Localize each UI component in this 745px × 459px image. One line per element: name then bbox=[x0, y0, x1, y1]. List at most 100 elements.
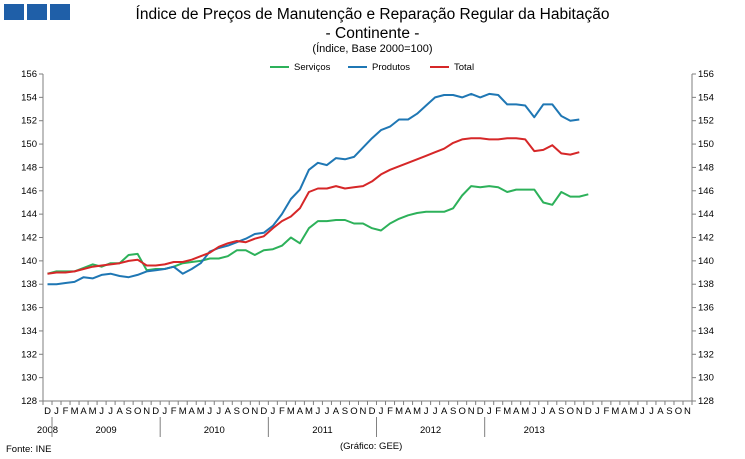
y-tick-label-right: 146 bbox=[698, 186, 714, 197]
x-month-label: D bbox=[477, 406, 484, 417]
chart-title: Índice de Preços de Manutenção e Reparaç… bbox=[135, 6, 610, 23]
x-month-label: N bbox=[684, 406, 691, 417]
x-year-label: 2013 bbox=[524, 425, 545, 436]
x-month-label: J bbox=[162, 406, 167, 417]
x-month-label: S bbox=[450, 406, 456, 417]
x-month-label: D bbox=[152, 406, 159, 417]
x-month-label: J bbox=[54, 406, 59, 417]
y-tick-label-right: 132 bbox=[698, 349, 714, 360]
x-month-label: A bbox=[189, 406, 196, 417]
x-month-label: A bbox=[297, 406, 304, 417]
x-month-label: J bbox=[325, 406, 330, 417]
x-month-label: S bbox=[342, 406, 348, 417]
x-month-label: J bbox=[216, 406, 221, 417]
y-tick-label-right: 144 bbox=[698, 209, 714, 220]
x-month-label: J bbox=[649, 406, 654, 417]
series-line-total bbox=[47, 137, 580, 275]
x-month-label: O bbox=[134, 406, 141, 417]
y-tick-label-right: 136 bbox=[698, 303, 714, 314]
legend-label: Produtos bbox=[372, 62, 410, 73]
credit-note: (Gráfico: GEE) bbox=[340, 441, 403, 452]
x-month-label: F bbox=[63, 406, 69, 417]
y-tick-label-left: 148 bbox=[21, 162, 37, 173]
x-month-label: N bbox=[143, 406, 150, 417]
y-tick-label-left: 134 bbox=[21, 326, 37, 337]
x-month-label: M bbox=[197, 406, 205, 417]
source-note: Fonte: INE bbox=[6, 444, 52, 455]
y-tick-label-left: 138 bbox=[21, 279, 37, 290]
y-tick-label-right: 142 bbox=[698, 233, 714, 244]
x-month-label: J bbox=[487, 406, 492, 417]
series-line-servios bbox=[47, 185, 589, 275]
x-month-label: O bbox=[458, 406, 465, 417]
x-month-label: J bbox=[379, 406, 384, 417]
y-tick-label-right: 128 bbox=[698, 396, 714, 407]
x-month-label: M bbox=[629, 406, 637, 417]
logo bbox=[4, 4, 70, 20]
y-tick-label-left: 140 bbox=[21, 256, 37, 267]
x-month-label: F bbox=[603, 406, 609, 417]
x-month-label: N bbox=[576, 406, 583, 417]
x-month-label: O bbox=[675, 406, 682, 417]
x-month-label: J bbox=[270, 406, 275, 417]
y-tick-label-left: 144 bbox=[21, 209, 37, 220]
x-year-label: 2012 bbox=[420, 425, 441, 436]
x-year-label: 2010 bbox=[204, 425, 225, 436]
x-month-label: A bbox=[80, 406, 87, 417]
x-month-label: N bbox=[251, 406, 258, 417]
x-month-label: O bbox=[567, 406, 574, 417]
x-month-label: A bbox=[657, 406, 664, 417]
x-month-label: M bbox=[611, 406, 619, 417]
x-month-label: J bbox=[541, 406, 546, 417]
x-month-label: D bbox=[260, 406, 267, 417]
x-month-label: J bbox=[433, 406, 438, 417]
x-month-label: M bbox=[89, 406, 97, 417]
x-month-label: J bbox=[424, 406, 429, 417]
y-tick-label-right: 150 bbox=[698, 139, 714, 150]
x-month-label: A bbox=[441, 406, 448, 417]
x-month-label: J bbox=[640, 406, 645, 417]
x-month-label: M bbox=[71, 406, 79, 417]
x-year-label: 2008 bbox=[37, 425, 58, 436]
x-month-label: M bbox=[287, 406, 295, 417]
x-month-label: A bbox=[621, 406, 628, 417]
chart-subtitle: - Continente - bbox=[325, 25, 420, 42]
x-month-label: M bbox=[179, 406, 187, 417]
chart-note: (Índice, Base 2000=100) bbox=[312, 43, 433, 55]
x-month-label: S bbox=[234, 406, 240, 417]
y-tick-label-left: 132 bbox=[21, 349, 37, 360]
y-tick-label-left: 128 bbox=[21, 396, 37, 407]
y-tick-label-left: 146 bbox=[21, 186, 37, 197]
x-month-label: J bbox=[595, 406, 600, 417]
x-month-label: S bbox=[558, 406, 564, 417]
x-month-label: N bbox=[468, 406, 475, 417]
x-month-label: A bbox=[405, 406, 412, 417]
y-tick-label-right: 130 bbox=[698, 373, 714, 384]
x-month-label: A bbox=[333, 406, 340, 417]
x-month-label: D bbox=[369, 406, 376, 417]
y-tick-label-right: 152 bbox=[698, 116, 714, 127]
x-month-label: J bbox=[108, 406, 113, 417]
x-month-label: M bbox=[305, 406, 313, 417]
x-month-label: J bbox=[532, 406, 537, 417]
x-month-label: M bbox=[413, 406, 421, 417]
x-month-label: O bbox=[350, 406, 357, 417]
x-month-label: O bbox=[242, 406, 249, 417]
x-month-label: M bbox=[503, 406, 511, 417]
x-month-label: S bbox=[666, 406, 672, 417]
y-tick-label-right: 138 bbox=[698, 279, 714, 290]
x-year-label: 2011 bbox=[312, 425, 332, 436]
y-tick-label-left: 130 bbox=[21, 373, 37, 384]
series-line-produtos bbox=[47, 92, 580, 286]
y-tick-label-left: 156 bbox=[21, 69, 37, 80]
y-tick-label-left: 152 bbox=[21, 116, 37, 127]
y-tick-label-left: 142 bbox=[21, 233, 37, 244]
y-tick-label-left: 150 bbox=[21, 139, 37, 150]
x-month-label: A bbox=[116, 406, 123, 417]
x-month-label: F bbox=[171, 406, 177, 417]
x-month-label: A bbox=[513, 406, 520, 417]
x-month-label: M bbox=[395, 406, 403, 417]
y-tick-label-right: 140 bbox=[698, 256, 714, 267]
y-tick-label-right: 134 bbox=[698, 326, 714, 337]
